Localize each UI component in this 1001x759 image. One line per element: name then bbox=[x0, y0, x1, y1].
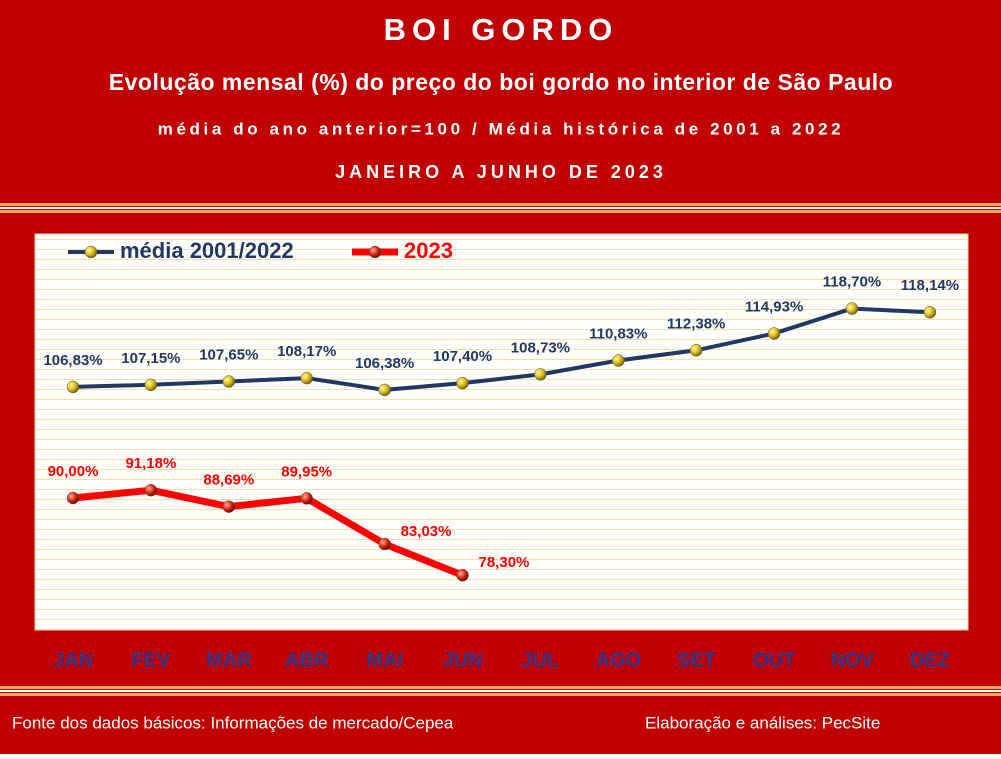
legend-marker bbox=[84, 245, 98, 259]
x-tick-label: AGO bbox=[596, 649, 642, 671]
point bbox=[612, 354, 625, 367]
point bbox=[689, 344, 703, 357]
data-label: 107,40% bbox=[433, 348, 492, 365]
point bbox=[923, 306, 937, 319]
point bbox=[66, 491, 80, 505]
series-line bbox=[72, 306, 930, 392]
period: JANEIRO A JUNHO DE 2023 bbox=[335, 162, 667, 182]
x-tick-label: SET bbox=[677, 649, 716, 671]
x-tick-label: MAR bbox=[206, 649, 252, 671]
point bbox=[845, 302, 859, 315]
x-tick-label: JAN bbox=[53, 649, 93, 671]
point bbox=[144, 483, 158, 497]
data-label: 83,03% bbox=[401, 523, 452, 540]
point bbox=[300, 371, 313, 385]
point bbox=[222, 375, 236, 388]
x-tick-label: NOV bbox=[830, 649, 874, 671]
legend-label: média 2001/2022 bbox=[120, 238, 294, 263]
x-tick-label: DEZ bbox=[910, 649, 950, 671]
x-tick-label: ABR bbox=[285, 649, 329, 671]
data-label: 107,15% bbox=[121, 350, 180, 367]
data-label: 90,00% bbox=[48, 463, 99, 480]
data-label: 106,38% bbox=[355, 355, 414, 372]
x-tick-label: FEV bbox=[131, 649, 171, 671]
plot-area bbox=[34, 233, 969, 631]
source: Fonte dos dados básicos: Informações de … bbox=[12, 713, 454, 732]
data-label: 114,93% bbox=[745, 298, 803, 315]
data-label: 88,69% bbox=[203, 472, 254, 489]
x-tick-label: MAI bbox=[366, 649, 403, 671]
point bbox=[767, 327, 781, 340]
x-tick-label: JUL bbox=[522, 649, 560, 671]
data-label: 89,95% bbox=[281, 463, 332, 480]
point bbox=[222, 500, 236, 513]
point bbox=[66, 380, 80, 394]
x-tick-label: JUN bbox=[442, 649, 482, 671]
data-label: 107,65% bbox=[199, 346, 258, 363]
data-label: 108,73% bbox=[511, 339, 570, 356]
legend-marker bbox=[368, 245, 382, 259]
data-label: 106,83% bbox=[43, 352, 102, 369]
x-tick-label: OUT bbox=[753, 649, 795, 671]
legend-label: 2023 bbox=[404, 238, 453, 263]
separator bbox=[0, 203, 1001, 696]
data-label: 112,38% bbox=[667, 315, 725, 332]
data-label: 91,18% bbox=[125, 455, 176, 472]
point bbox=[144, 378, 158, 392]
chart-title: BOI GORDO bbox=[384, 12, 619, 47]
subtitle: Evolução mensal (%) do preço do boi gord… bbox=[109, 69, 893, 95]
data-label: 108,17% bbox=[277, 343, 336, 360]
data-label: 118,14% bbox=[901, 277, 959, 294]
data-label: 118,70% bbox=[823, 274, 881, 291]
point bbox=[456, 568, 469, 582]
point bbox=[300, 492, 313, 505]
note: média do ano anterior=100 / Média histór… bbox=[158, 119, 844, 138]
data-label: 78,30% bbox=[479, 554, 530, 571]
point bbox=[378, 383, 391, 397]
series-line bbox=[72, 486, 464, 579]
point bbox=[456, 376, 469, 390]
point bbox=[378, 537, 391, 551]
credit: Elaboração e análises: PecSite bbox=[645, 713, 880, 732]
point bbox=[534, 368, 547, 381]
data-label: 110,83% bbox=[589, 325, 647, 342]
